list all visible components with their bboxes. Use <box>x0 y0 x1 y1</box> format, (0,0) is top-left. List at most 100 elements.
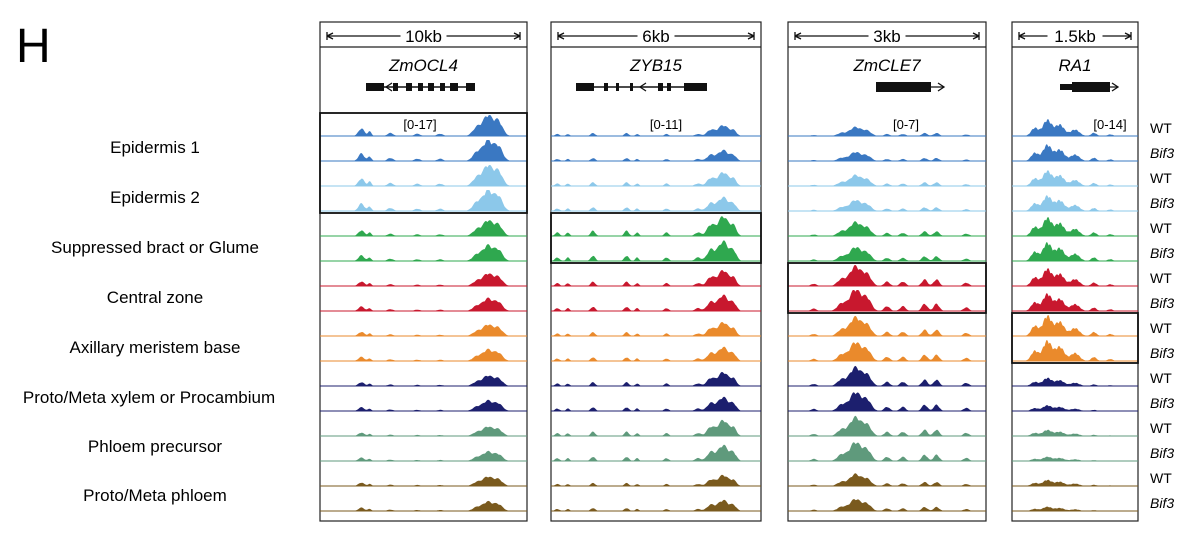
coverage-peak <box>1012 144 1138 161</box>
coverage-peak <box>1012 429 1138 436</box>
gene-model-exon <box>616 83 619 91</box>
coverage-peak <box>320 450 527 461</box>
coverage-peak <box>788 174 986 186</box>
strand-arrow <box>937 82 946 92</box>
data-range-label: [0-14] <box>1093 117 1126 132</box>
coverage-peak <box>788 415 986 436</box>
coverage-peak <box>551 216 761 236</box>
coverage-peak <box>788 221 986 236</box>
row-label: Proto/Meta xylem or Procambium <box>23 388 275 407</box>
scale-arrow-left <box>1018 32 1026 40</box>
gene-model-exon <box>630 83 633 91</box>
strand-arrow <box>384 82 393 92</box>
coverage-peak <box>320 190 527 211</box>
gene-model-exon <box>440 83 445 91</box>
coverage-peak <box>788 315 986 336</box>
row-label: Proto/Meta phloem <box>83 486 227 505</box>
gene-model-exon <box>418 83 423 91</box>
coverage-peak <box>320 500 527 511</box>
coverage-peak <box>320 476 527 486</box>
coverage-peak <box>788 265 986 286</box>
genotype-label: WT <box>1150 170 1172 186</box>
panel-label: H <box>16 20 51 73</box>
panel-frame <box>787 21 987 522</box>
gene-model-exon <box>658 83 663 91</box>
scale-arrow-left <box>794 32 802 40</box>
coverage-peak <box>788 290 986 311</box>
row-label: Epidermis 1 <box>110 138 200 157</box>
coverage-peak <box>320 399 527 411</box>
gene-model-exon <box>876 82 931 92</box>
scale-arrow-right <box>513 32 521 40</box>
scale-arrow-left <box>326 32 334 40</box>
coverage-peak <box>551 125 761 136</box>
highlight-box <box>1011 312 1139 364</box>
coverage-peak <box>1012 242 1138 261</box>
coverage-peak <box>551 294 761 311</box>
gene-model-exon <box>466 83 475 91</box>
coverage-peak <box>320 375 527 386</box>
panel-frame <box>319 21 528 522</box>
gene-model-exon <box>604 83 608 91</box>
strand-arrow <box>638 82 647 92</box>
genotype-label: Bif3 <box>1150 445 1174 461</box>
row-label: Suppressed bract or Glume <box>51 238 259 257</box>
genotype-label: Bif3 <box>1150 395 1174 411</box>
coverage-peak <box>1012 293 1138 311</box>
coverage-peak <box>551 240 761 261</box>
gene-model-exon <box>406 83 412 91</box>
panel-frame <box>550 21 762 522</box>
coverage-peak <box>788 342 986 361</box>
gene-name: ZmCLE7 <box>852 56 921 75</box>
row-label: Central zone <box>107 288 203 307</box>
scale-arrow-right <box>972 32 980 40</box>
coverage-peak <box>1012 506 1138 511</box>
scale-arrow-left <box>557 32 565 40</box>
row-label: Axillary meristem base <box>70 338 241 357</box>
coverage-peak <box>788 442 986 461</box>
genotype-label: Bif3 <box>1150 195 1174 211</box>
coverage-peak <box>551 396 761 411</box>
gene-model-exon <box>667 83 671 91</box>
gene-model-exon <box>393 83 398 91</box>
coverage-peak <box>320 426 527 436</box>
coverage-peak <box>788 126 986 136</box>
track-panel-1: 6kb ZYB15 [0-11] <box>550 21 762 522</box>
coverage-peak <box>551 322 761 336</box>
gene-name: RA1 <box>1058 56 1091 75</box>
coverage-peak <box>788 365 986 386</box>
coverage-peak <box>1012 340 1138 361</box>
coverage-peak <box>551 371 761 386</box>
coverage-peak <box>320 165 527 186</box>
row-labels: Epidermis 1 Epidermis 2 Suppressed bract… <box>23 138 275 505</box>
coverage-peak <box>1012 315 1138 336</box>
gene-model-exon <box>366 83 384 91</box>
coverage-peak <box>1012 479 1138 486</box>
coverage-peak <box>551 149 761 161</box>
gene-model-exon <box>428 83 434 91</box>
scale-label: 6kb <box>642 27 669 46</box>
row-label: Epidermis 2 <box>110 188 200 207</box>
coverage-peak <box>320 115 527 136</box>
gene-model-exon <box>576 83 594 91</box>
row-label: Phloem precursor <box>88 437 223 456</box>
coverage-peak <box>320 220 527 236</box>
genotype-label: Bif3 <box>1150 295 1174 311</box>
coverage-peak <box>1012 119 1138 136</box>
genotype-label: Bif3 <box>1150 145 1174 161</box>
coverage-peak <box>1012 217 1138 236</box>
gene-model-exon <box>684 83 707 91</box>
highlight-box <box>319 112 528 214</box>
gene-model-exon <box>450 83 458 91</box>
coverage-peak <box>788 499 986 511</box>
track-panel-3: 1.5kb RA1 [0-14] <box>1011 21 1139 522</box>
data-range-label: [0-17] <box>403 117 436 132</box>
coverage-peak <box>1012 377 1138 386</box>
coverage-peak <box>551 444 761 461</box>
gene-model-exon <box>1060 84 1072 90</box>
coverage-peak <box>788 392 986 411</box>
coverage-peak <box>1012 195 1138 211</box>
genotype-label: WT <box>1150 220 1172 236</box>
genotype-label: Bif3 <box>1150 245 1174 261</box>
highlight-box <box>787 262 987 314</box>
